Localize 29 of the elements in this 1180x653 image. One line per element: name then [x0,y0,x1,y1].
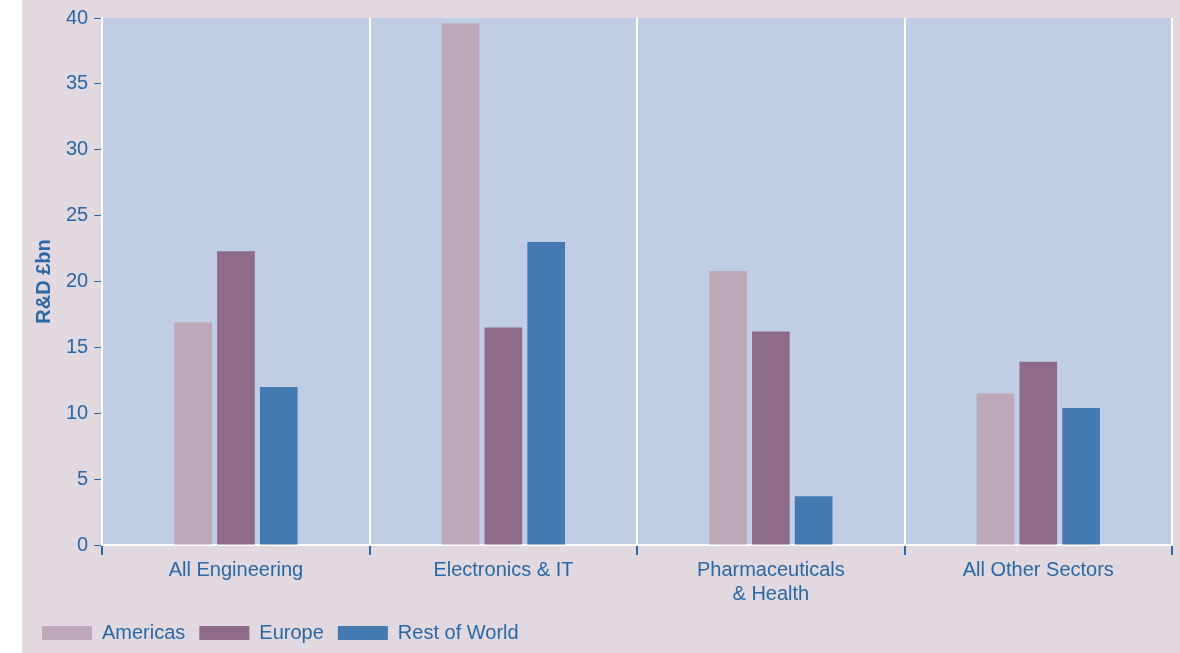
legend-label: Rest of World [397,620,519,643]
y-tick-label: 25 [66,203,89,226]
y-tick-label: 40 [66,5,89,28]
bar [217,251,255,545]
x-tick-label: All Other Sectors [962,557,1114,580]
bar [709,270,747,545]
y-tick-label: 10 [66,400,89,423]
x-tick-label: Pharmaceuticals & Health [696,557,845,604]
x-tick-label: Electronics & IT [433,557,574,580]
legend-label: Europe [259,620,324,643]
x-tick-label: All Engineering [168,557,304,580]
bar [1019,361,1058,545]
bar [752,331,790,545]
bar [441,23,480,545]
y-tick-label: 20 [66,269,89,292]
y-tick-label: 0 [77,532,89,555]
bar [484,327,523,545]
y-tick-label: 5 [77,466,89,489]
y-axis-title: R&D £bn [31,239,54,324]
y-tick-label: 30 [66,137,89,160]
bar [976,393,1015,545]
bar [259,386,298,545]
bar [527,241,566,545]
bar [794,496,833,545]
bar [1062,407,1100,545]
legend-label: Americas [102,620,186,643]
bar [174,322,212,545]
y-tick-label: 15 [66,334,89,357]
y-tick-label: 35 [66,71,89,94]
